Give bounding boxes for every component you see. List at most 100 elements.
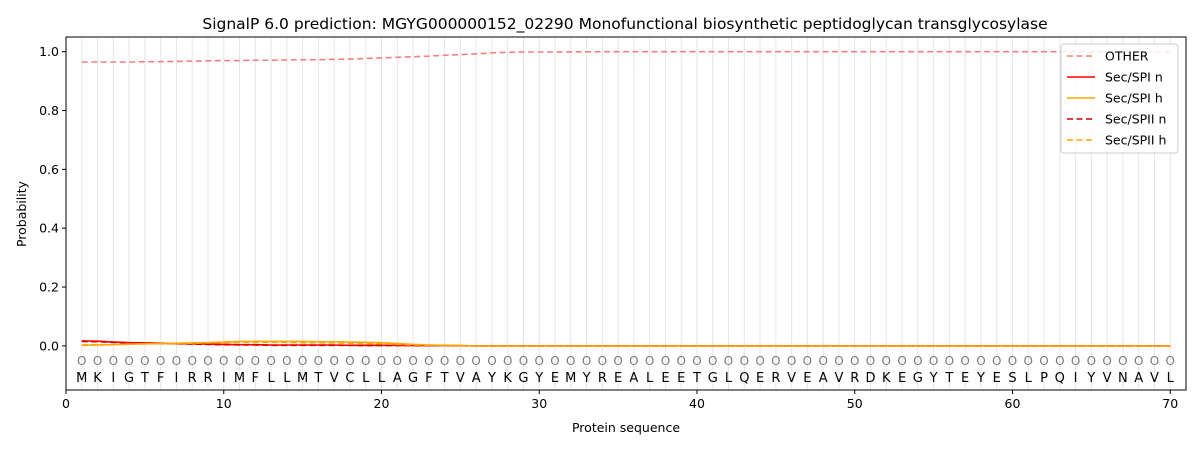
residue-label: I [1074,371,1078,386]
residue-label: V [456,371,465,386]
region-label: O [771,354,780,368]
residue-label: V [1150,371,1159,386]
region-label: O [929,354,938,368]
x-tick-label: 70 [1162,396,1178,411]
residue-label: R [188,371,197,386]
residue-label: Y [976,371,985,386]
region-label: O [913,354,922,368]
region-label: O [77,354,86,368]
y-axis-label: Probability [14,180,29,247]
residue-label: T [692,371,701,386]
region-label: O [676,354,685,368]
residue-label: I [222,371,226,386]
residue-label: S [1008,371,1016,386]
region-label: O [203,354,212,368]
region-label: O [314,354,323,368]
y-tick-label: 0.8 [39,103,59,118]
residue-label: G [913,371,923,386]
region-label: O [266,354,275,368]
region-label: O [519,354,528,368]
region-label: O [408,354,417,368]
region-label: O [329,354,338,368]
residue-label: N [1118,371,1128,386]
region-label: O [866,354,875,368]
region-label: O [992,354,1001,368]
residue-label: Q [1055,371,1065,386]
residue-label: I [111,371,115,386]
y-tick-label: 0.0 [39,338,59,353]
region-label: O [424,354,433,368]
x-axis-label: Protein sequence [572,420,680,435]
residue-label: I [175,371,179,386]
residue-label: Y [487,371,496,386]
residue-label: L [646,371,654,386]
residue-label: E [756,371,764,386]
residue-label: K [503,371,512,386]
residue-label: R [850,371,859,386]
residue-label: G [408,371,418,386]
region-label: O [897,354,906,368]
region-label: O [471,354,480,368]
region-label: O [219,354,228,368]
y-axis-ticks: 0.0 0.2 0.4 0.6 0.8 1.0 [39,44,66,353]
residue-label: M [76,371,87,386]
region-label: O [708,354,717,368]
residue-label: F [425,371,432,386]
residue-label: A [472,371,481,386]
residue-label: E [614,371,622,386]
region-label: O [1008,354,1017,368]
y-tick-label: 0.2 [39,280,59,295]
x-tick-label: 50 [847,396,863,411]
region-label: O [345,354,354,368]
region-label: O [692,354,701,368]
region-label: O [787,354,796,368]
legend: OTHER Sec/SPI n Sec/SPI h Sec/SPII n Sec/SPI… [1060,43,1179,154]
x-tick-label: 0 [62,396,70,411]
region-label: O [187,354,196,368]
series-line-sec-spii-h [81,341,1171,347]
x-axis-ticks: 0 10 20 30 40 50 60 70 [62,390,1178,411]
plot-frame [65,36,1187,391]
residue-label: C [345,371,354,386]
residue-label: F [157,371,164,386]
region-label: O [645,354,654,368]
y-tick-label: 0.6 [39,162,59,177]
residue-label: A [819,371,828,386]
region-label: O [393,354,402,368]
region-label: O [724,354,733,368]
residue-label: Y [1086,371,1095,386]
region-label: O [818,354,827,368]
region-label: O [1087,354,1096,368]
region-label: O [1039,354,1048,368]
sequence-labels: OMOKOIOGOTOFOIOROROIOMOFOLOLOMOTOVOCOLOL… [76,354,1175,386]
region-label: O [1071,354,1080,368]
residue-label: F [252,371,259,386]
region-label: O [1024,354,1033,368]
legend-entry: Sec/SPI n [1105,70,1163,85]
residue-label: M [565,371,576,386]
region-label: O [282,354,291,368]
residue-label: V [835,371,844,386]
residue-label: G [518,371,528,386]
x-tick-label: 60 [1005,396,1021,411]
residue-label: G [124,371,134,386]
region-label: O [503,354,512,368]
region-label: O [1102,354,1111,368]
region-label: O [661,354,670,368]
residue-label: V [1103,371,1112,386]
residue-label: V [787,371,796,386]
residue-label: L [362,371,370,386]
residue-label: K [882,371,891,386]
region-label: O [377,354,386,368]
residue-label: E [898,371,906,386]
region-label: O [1134,354,1143,368]
region-label: O [629,354,638,368]
x-tick-label: 40 [689,396,705,411]
grid-lines [81,37,1171,390]
legend-box [1060,43,1179,154]
residue-label: R [771,371,780,386]
residue-label: T [440,371,449,386]
residue-label: K [93,371,102,386]
region-label: O [740,354,749,368]
